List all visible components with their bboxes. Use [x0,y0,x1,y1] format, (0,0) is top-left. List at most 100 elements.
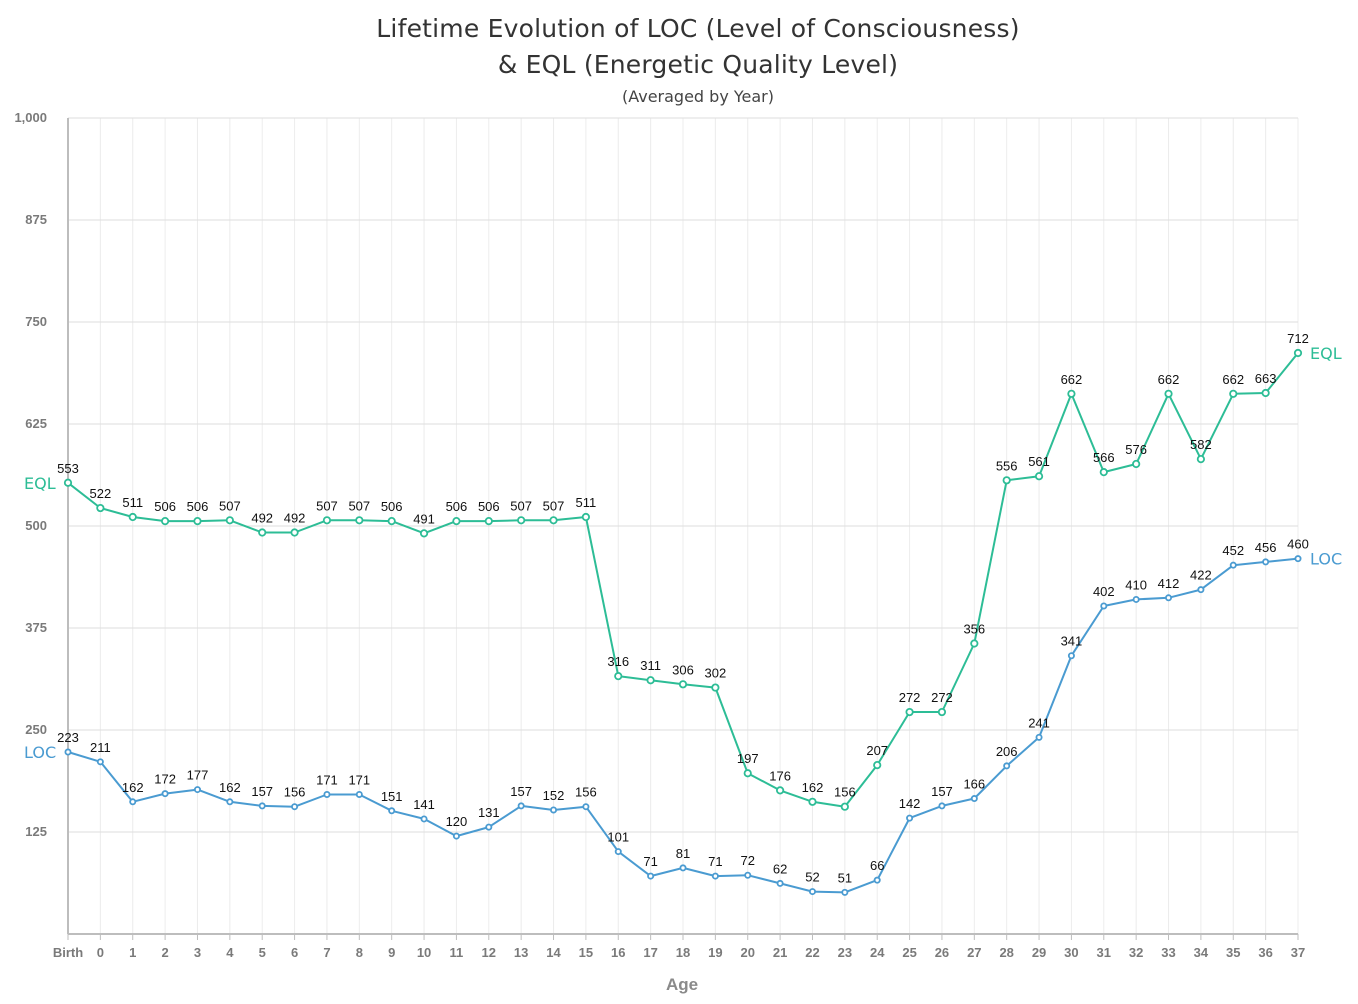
data-point-eql[interactable] [808,797,817,806]
data-label-loc: 241 [1028,715,1050,730]
data-point-loc[interactable] [808,888,816,896]
series-label-end-eql: EQL [1310,344,1342,363]
data-point-eql[interactable] [873,760,882,770]
data-point-loc[interactable] [161,790,169,798]
data-point-loc[interactable] [1132,595,1140,603]
x-tick-label: 13 [514,945,528,960]
data-point-eql[interactable] [161,517,170,526]
data-point-eql[interactable] [905,707,914,717]
data-label-eql: 662 [1158,372,1180,387]
data-point-loc[interactable] [226,798,234,806]
data-point-eql[interactable] [517,516,526,525]
x-tick-label: 8 [356,945,363,960]
data-point-eql[interactable] [63,478,73,487]
data-point-loc[interactable] [420,815,428,823]
data-point-eql[interactable] [970,639,979,648]
data-point-loc[interactable] [938,802,946,810]
data-point-loc[interactable] [517,802,525,810]
data-point-loc[interactable] [388,807,396,815]
data-point-eql[interactable] [258,528,267,537]
data-point-eql[interactable] [128,512,137,522]
data-label-eql: 506 [187,499,209,514]
data-point-eql[interactable] [1132,459,1141,469]
data-point-eql[interactable] [549,516,558,525]
data-point-eql[interactable] [225,516,234,525]
data-point-eql[interactable] [387,517,396,526]
x-tick-label: 1 [129,945,136,960]
data-label-loc: 452 [1222,543,1244,558]
data-point-eql[interactable] [743,769,752,778]
data-point-eql[interactable] [1099,468,1108,477]
data-point-loc[interactable] [873,876,881,884]
data-point-eql[interactable] [776,786,785,795]
data-point-eql[interactable] [678,680,688,689]
data-point-eql[interactable] [290,528,299,537]
data-label-eql: 156 [834,785,856,800]
data-point-eql[interactable] [937,707,947,717]
data-label-eql: 492 [251,511,273,526]
data-point-loc[interactable] [1067,652,1075,660]
data-point-loc[interactable] [1165,594,1173,602]
data-point-loc[interactable] [452,832,460,840]
data-point-eql[interactable] [1229,389,1238,398]
data-point-loc[interactable] [64,748,72,756]
data-point-loc[interactable] [744,871,752,879]
data-point-loc[interactable] [355,790,363,798]
data-point-loc[interactable] [193,786,201,794]
y-tick-labels: 125 250 375 500 625 750 875 1,000 [14,110,47,839]
data-point-eql[interactable] [840,802,849,811]
data-point-loc[interactable] [258,802,266,810]
data-point-eql[interactable] [484,517,493,526]
data-point-loc[interactable] [679,864,687,872]
data-point-loc[interactable] [129,798,137,806]
data-label-loc: 81 [676,846,690,861]
data-point-eql[interactable] [452,517,461,526]
x-tick-label: 6 [291,945,298,960]
x-tick-label: 24 [870,945,885,960]
data-point-eql[interactable] [355,516,364,525]
data-point-eql[interactable] [1293,348,1303,358]
data-point-eql[interactable] [193,517,202,526]
data-point-eql[interactable] [96,503,105,513]
data-point-loc[interactable] [647,872,655,880]
data-point-loc[interactable] [1100,602,1108,610]
data-point-loc[interactable] [1262,558,1270,566]
data-point-loc[interactable] [906,814,914,822]
data-point-loc[interactable] [1294,555,1302,563]
data-label-eql: 207 [866,743,888,758]
data-point-eql[interactable] [581,512,590,522]
data-label-loc: 66 [870,858,884,873]
data-point-eql[interactable] [322,516,332,525]
data-point-loc[interactable] [841,888,849,896]
data-point-eql[interactable] [1196,454,1205,464]
data-point-loc[interactable] [711,872,719,880]
x-tick-label: 36 [1258,945,1272,960]
data-label-eql: 311 [640,658,661,673]
data-point-eql[interactable] [1002,476,1011,485]
y-tick-label: 500 [25,518,47,533]
data-point-eql[interactable] [1034,472,1044,481]
data-point-loc[interactable] [1229,561,1237,569]
data-point-loc[interactable] [614,848,622,856]
data-label-loc: 402 [1093,584,1115,599]
data-point-loc[interactable] [970,795,978,803]
data-point-eql[interactable] [419,529,429,538]
data-point-loc[interactable] [96,758,104,766]
data-point-eql[interactable] [646,676,655,685]
y-tick-label: 875 [25,212,47,227]
data-point-loc[interactable] [1003,762,1011,770]
data-point-eql[interactable] [1261,388,1270,398]
data-point-loc[interactable] [1197,586,1205,594]
data-point-eql[interactable] [1164,389,1173,398]
data-point-loc[interactable] [550,806,558,814]
data-point-loc[interactable] [776,879,784,887]
data-point-loc[interactable] [291,803,299,811]
data-label-loc: 456 [1255,540,1277,555]
data-point-eql[interactable] [614,672,623,681]
data-point-eql[interactable] [711,683,720,692]
data-point-loc[interactable] [323,790,331,798]
data-point-loc[interactable] [1035,733,1043,741]
data-point-loc[interactable] [582,803,590,811]
data-point-eql[interactable] [1067,389,1076,398]
data-point-loc[interactable] [485,823,493,831]
